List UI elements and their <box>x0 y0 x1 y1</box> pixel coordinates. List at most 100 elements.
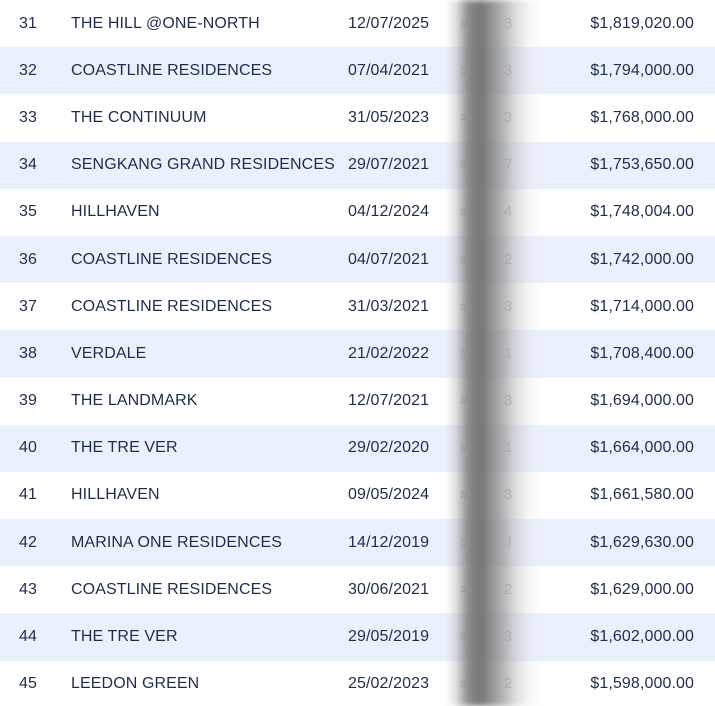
price-cell: $1,753,650.00 <box>590 156 694 174</box>
date-cell: 12/07/2021 <box>348 392 430 410</box>
rank-cell: 35 <box>19 203 37 221</box>
price-cell: $1,629,630.00 <box>590 533 694 551</box>
project-name-cell: THE TRE VER <box>71 439 178 457</box>
unit-hash-mark: # <box>460 157 468 173</box>
project-name-cell: SENGKANG GRAND RESIDENCES <box>71 156 335 174</box>
price-cell: $1,602,000.00 <box>590 628 694 646</box>
price-cell: $1,598,000.00 <box>590 675 694 693</box>
unit-digit: 3 <box>504 628 513 646</box>
date-cell: 30/06/2021 <box>348 580 430 598</box>
rank-cell: 45 <box>19 675 37 693</box>
table-row[interactable]: 37 COASTLINE RESIDENCES 31/03/2021 #3 $1,714… <box>0 283 715 331</box>
rank-cell: 33 <box>19 108 37 126</box>
date-cell: 21/02/2022 <box>348 344 430 362</box>
date-cell: 09/05/2024 <box>348 486 430 504</box>
rank-cell: 42 <box>19 533 37 551</box>
unit-digit: 3 <box>504 392 513 410</box>
rank-cell: 36 <box>19 250 37 268</box>
project-name-cell: VERDALE <box>71 344 147 362</box>
table-row[interactable]: 31 THE HILL @ONE-NORTH 12/07/2025 #3 $1,819,… <box>0 0 715 48</box>
rank-cell: 44 <box>19 628 37 646</box>
price-cell: $1,794,000.00 <box>590 61 694 79</box>
unit-hash-mark: # <box>460 487 468 503</box>
date-cell: 14/12/2019 <box>348 533 430 551</box>
table-row[interactable]: 43 COASTLINE RESIDENCES 30/06/2021 #2 $1,629… <box>0 566 715 614</box>
rank-cell: 31 <box>19 14 37 32</box>
table-row[interactable]: 42 MARINA ONE RESIDENCES 14/12/2019 # J $1,62… <box>0 519 715 567</box>
price-cell: $1,819,020.00 <box>590 14 694 32</box>
rank-cell: 32 <box>19 61 37 79</box>
table-row[interactable]: 35 HILLHAVEN 04/12/2024 #4 $1,748,004.00 <box>0 188 715 236</box>
unit-digit: 4 <box>504 203 513 221</box>
table-row[interactable]: 40 THE TRE VER 29/02/2020 #1 $1,664,000.00 <box>0 424 715 472</box>
project-name-cell: MARINA ONE RESIDENCES <box>71 533 283 551</box>
project-name-cell: THE TRE VER <box>71 628 178 646</box>
unit-hash-mark: # <box>460 676 468 692</box>
table-row[interactable]: 45 LEEDON GREEN 25/02/2023 #2 $1,598,000.00 <box>0 660 715 706</box>
unit-digit: 3 <box>504 108 513 126</box>
price-cell: $1,629,000.00 <box>590 580 694 598</box>
price-cell: $1,742,000.00 <box>590 250 694 268</box>
date-cell: 29/05/2019 <box>348 628 430 646</box>
unit-digit: 1 <box>504 344 513 362</box>
unit-digit: 1 <box>504 439 513 457</box>
project-name-cell: COASTLINE RESIDENCES <box>71 250 273 268</box>
unit-hash-mark: # <box>460 62 468 78</box>
unit-hash-mark: # <box>460 251 468 267</box>
price-cell: $1,661,580.00 <box>590 486 694 504</box>
rank-cell: 39 <box>19 392 37 410</box>
rank-cell: 41 <box>19 486 37 504</box>
project-name-cell: HILLHAVEN <box>71 486 160 504</box>
unit-hash-mark: # <box>460 440 468 456</box>
rank-cell: 43 <box>19 580 37 598</box>
price-cell: $1,664,000.00 <box>590 439 694 457</box>
date-cell: 04/07/2021 <box>348 250 430 268</box>
project-name-cell: COASTLINE RESIDENCES <box>71 61 273 79</box>
date-cell: 25/02/2023 <box>348 675 430 693</box>
table-row[interactable]: 38 VERDALE 21/02/2022 #1 $1,708,400.00 <box>0 330 715 378</box>
project-name-cell: THE LANDMARK <box>71 392 198 410</box>
table-row[interactable]: 33 THE CONTINUUM 31/05/2023 #3 $1,768,000.00 <box>0 94 715 142</box>
unit-hash-mark: # <box>460 15 468 31</box>
date-cell: 07/04/2021 <box>348 61 430 79</box>
date-cell: 12/07/2025 <box>348 14 430 32</box>
date-cell: 31/03/2021 <box>348 297 430 315</box>
unit-digit: 7 <box>504 156 513 174</box>
date-cell: 04/12/2024 <box>348 203 430 221</box>
project-name-cell: HILLHAVEN <box>71 203 160 221</box>
table-row[interactable]: 39 THE LANDMARK 12/07/2021 #3 $1,694,000.00 <box>0 377 715 425</box>
rank-cell: 38 <box>19 344 37 362</box>
table-row[interactable]: 36 COASTLINE RESIDENCES 04/07/2021 #2 $1,742… <box>0 235 715 284</box>
project-name-cell: THE CONTINUUM <box>71 108 207 126</box>
price-cell: $1,694,000.00 <box>590 392 694 410</box>
table-row[interactable]: 41 HILLHAVEN 09/05/2024 #3 $1,661,580.00 <box>0 471 715 520</box>
date-cell: 29/07/2021 <box>348 156 430 174</box>
project-name-cell: THE HILL @ONE-NORTH <box>71 14 260 32</box>
price-cell: $1,768,000.00 <box>590 108 694 126</box>
table-row[interactable]: 32 COASTLINE RESIDENCES 07/04/2021 #3 $1,794… <box>0 47 715 95</box>
rank-cell: 40 <box>19 439 37 457</box>
unit-digit: J <box>504 533 512 551</box>
unit-digit: 2 <box>504 580 513 598</box>
unit-hash-mark: # <box>460 204 468 220</box>
unit-hash-mark: # <box>460 393 468 409</box>
unit-hash-mark: # <box>460 345 468 361</box>
unit-digit: 3 <box>504 297 513 315</box>
project-name-cell: COASTLINE RESIDENCES <box>71 580 273 598</box>
table-row[interactable]: 44 THE TRE VER 29/05/2019 #3 $1,602,000.00 <box>0 613 715 661</box>
rank-cell: 34 <box>19 156 37 174</box>
project-name-cell: LEEDON GREEN <box>71 675 200 693</box>
price-cell: $1,748,004.00 <box>590 203 694 221</box>
unit-hash-mark: # <box>460 298 468 314</box>
unit-digit: 2 <box>504 250 513 268</box>
table-row[interactable]: 34 SENGKANG GRAND RESIDENCES 29/07/2021 #7 $… <box>0 141 715 189</box>
unit-hash-mark: # <box>460 534 468 550</box>
price-cell: $1,708,400.00 <box>590 344 694 362</box>
date-cell: 31/05/2023 <box>348 108 430 126</box>
date-cell: 29/02/2020 <box>348 439 430 457</box>
unit-digit: 2 <box>504 675 513 693</box>
rank-cell: 37 <box>19 297 37 315</box>
unit-hash-mark: # <box>460 109 468 125</box>
